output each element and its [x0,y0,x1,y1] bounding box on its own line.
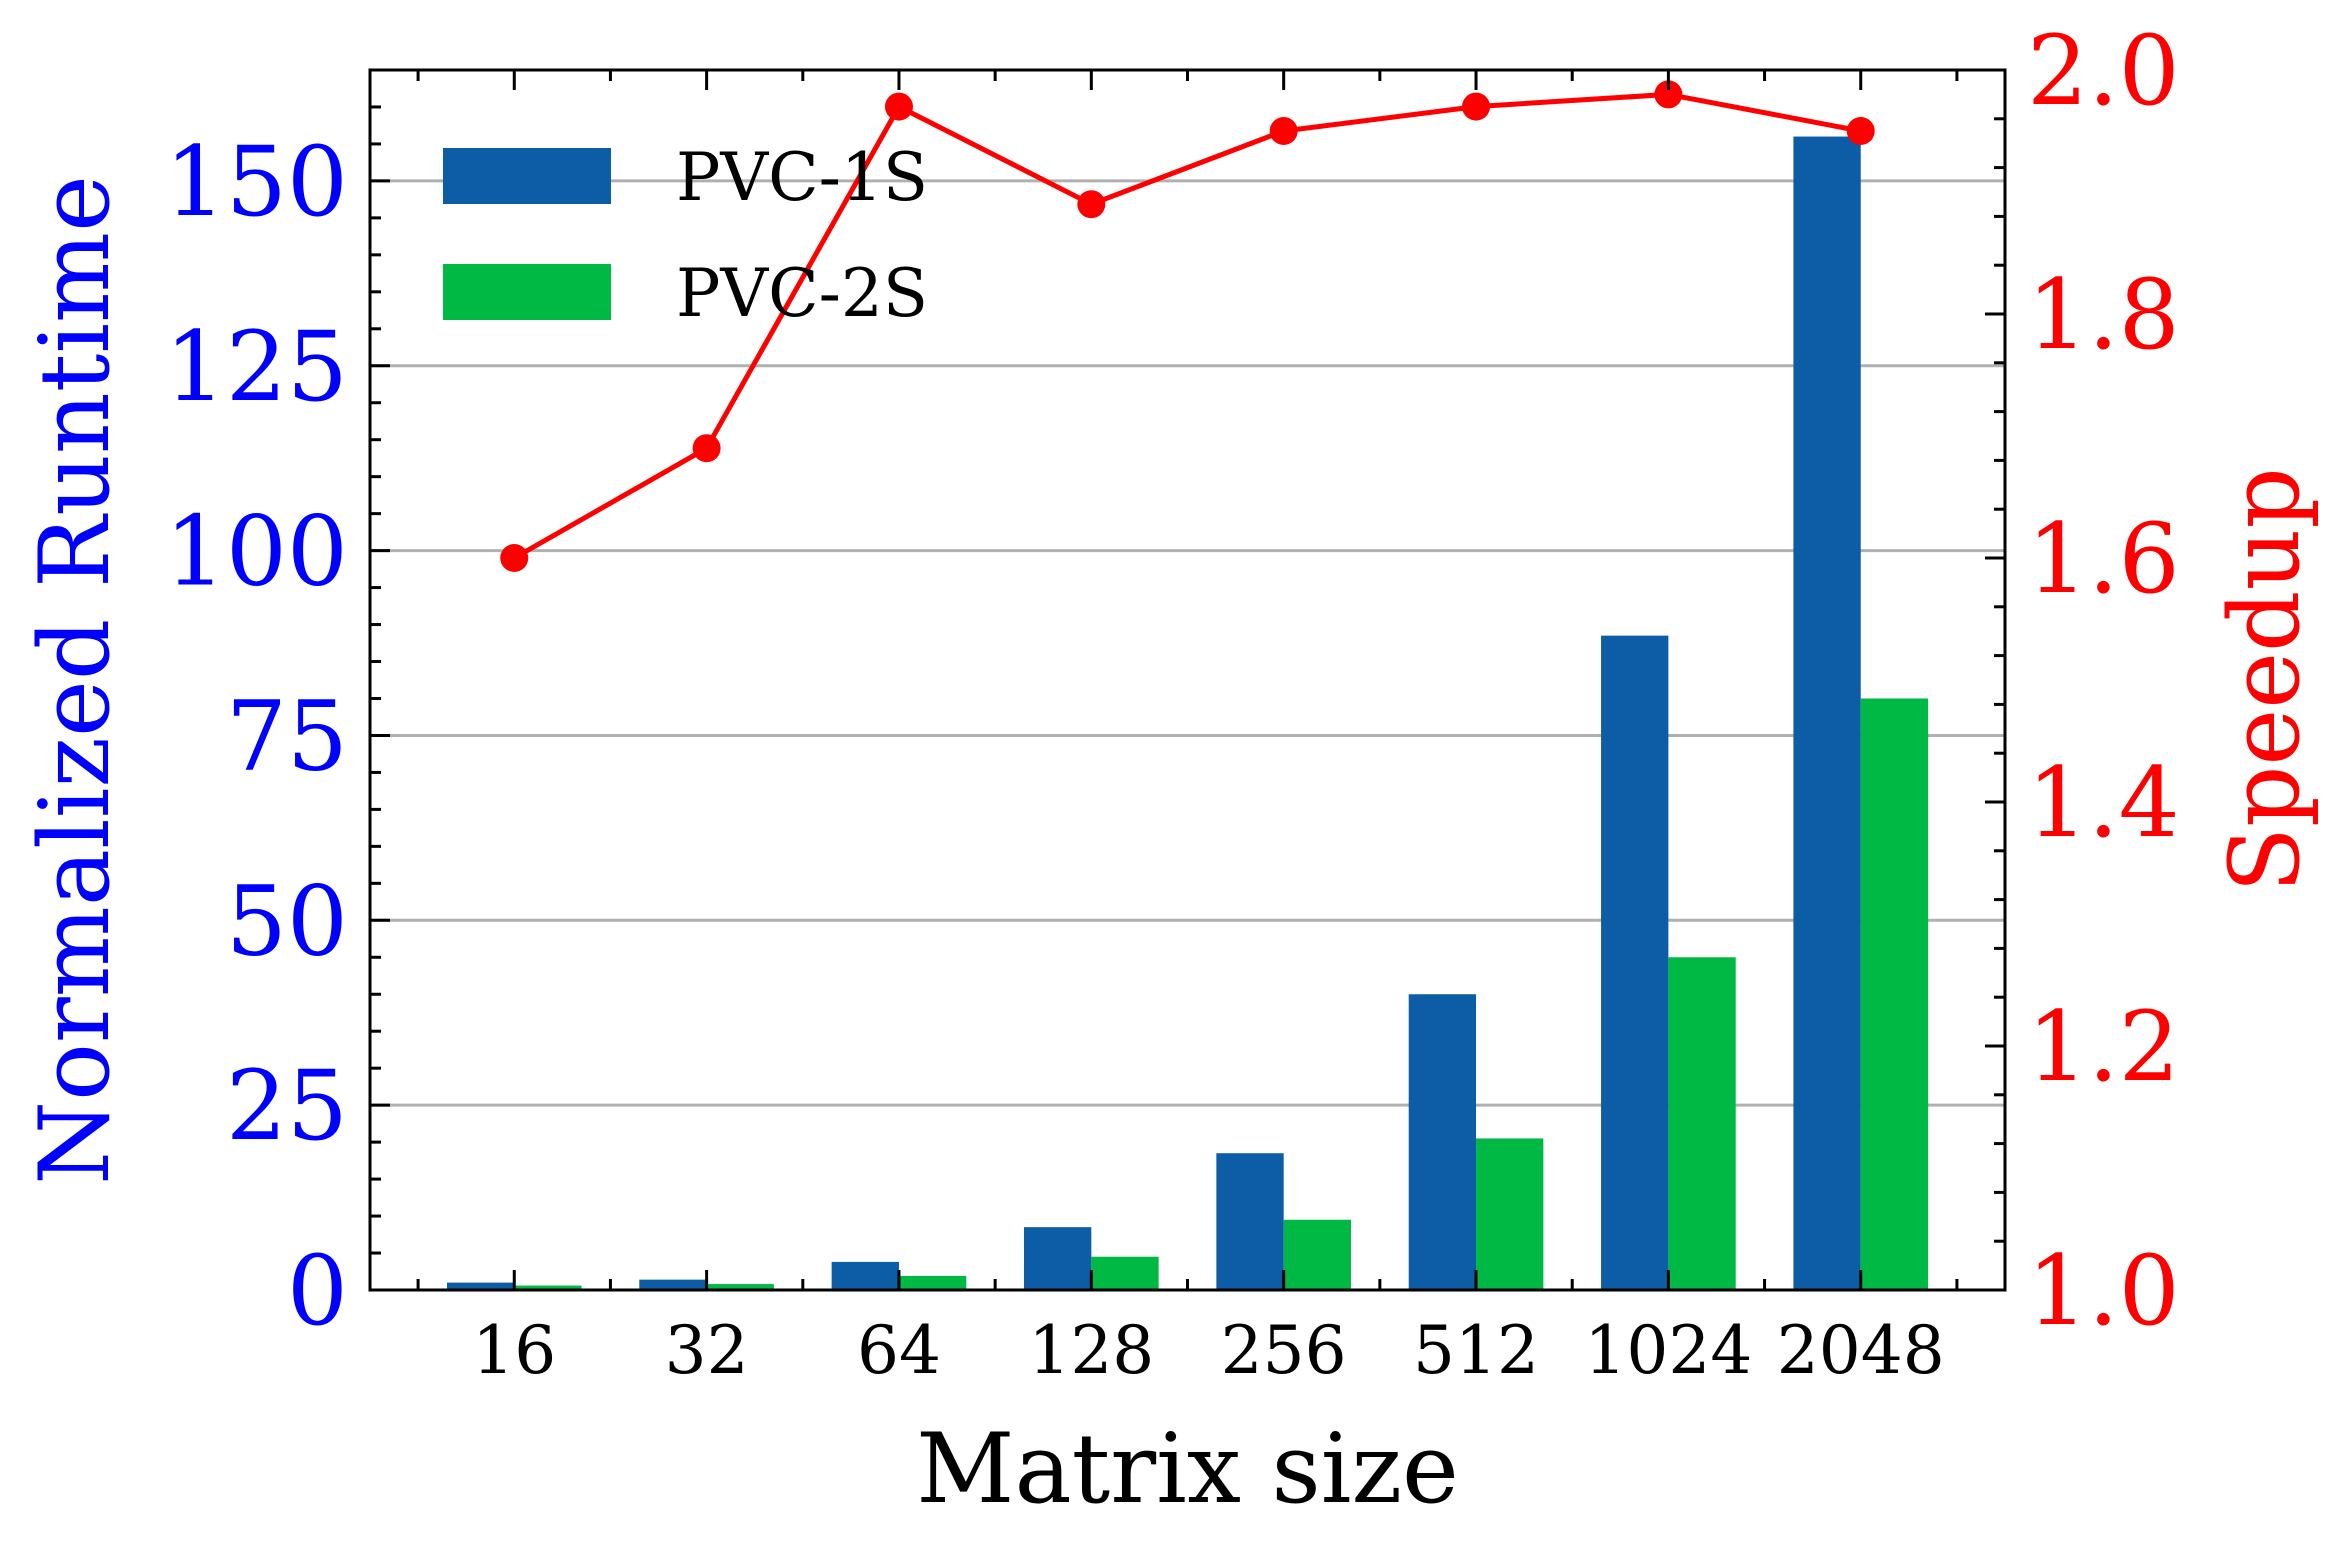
bar-pvc-2s-1024 [1668,957,1736,1290]
bar-pvc-2s-128 [1091,1256,1159,1290]
speedup-point-16 [500,544,529,572]
right-tick-label: 1.2 [2027,991,2180,1103]
left-tick-label: 50 [226,865,348,977]
bar-pvc-1s-256 [1216,1153,1284,1290]
bar-pvc-1s-16 [446,1282,515,1290]
y-axis-right-title: Speedup [2209,467,2321,893]
speedup-point-64 [884,92,913,121]
bar-pvc-2s-16 [514,1285,582,1290]
x-tick-label: 128 [1028,1312,1154,1389]
x-tick-label: 1024 [1584,1312,1752,1389]
x-tick-label: 2048 [1777,1312,1945,1389]
bar-pvc-2s-64 [898,1275,967,1290]
bar-pvc-1s-64 [831,1261,899,1290]
bar-pvc-2s-32 [706,1284,774,1290]
y-axis-left-title: Normalized Runtime [19,175,131,1185]
left-tick-label: 25 [226,1050,348,1162]
speedup-line [513,91,1862,561]
left-axis-tick-labels: 0 25 50 75 100 125 150 [165,126,348,1347]
right-tick-label: 2.0 [2027,15,2180,127]
bar-pvc-1s-1024 [1601,635,1669,1290]
left-tick-label: 75 [226,680,348,792]
left-tick-label: 0 [287,1235,348,1347]
left-tick-label: 100 [165,496,348,608]
x-tick-label: 256 [1221,1312,1347,1389]
x-tick-label: 16 [472,1312,556,1389]
x-tick-label: 512 [1413,1312,1539,1389]
bar-pvc-1s-32 [639,1279,707,1290]
plot-frame [368,68,2007,1292]
bar-pvc-1s-128 [1024,1227,1092,1290]
speedup-polyline [513,91,1862,561]
right-tick-label: 1.8 [2027,259,2180,371]
legend: PVC-1S PVC-2S [443,139,928,332]
bar-pvc-2s-256 [1283,1219,1351,1290]
x-axis-title: Matrix size [916,1413,1459,1525]
x-axis-tick-labels: 16 32 64 128 256 512 1024 2048 [472,1312,1944,1389]
left-tick-label: 125 [165,311,348,423]
speedup-point-2048 [1846,117,1875,145]
right-axis-tick-labels: 1.0 1.2 1.4 1.6 1.8 2.0 [2027,15,2180,1347]
bar-pvc-1s-512 [1408,994,1477,1290]
legend-swatch-pvc-1s [443,148,611,204]
speedup-points [500,80,1875,572]
bars [446,136,1929,1291]
tick-marks [370,68,2005,1292]
legend-label: PVC-2S [676,255,928,332]
bar-pvc-2s-512 [1476,1138,1544,1290]
speedup-point-1024 [1654,80,1683,109]
bar-pvc-1s-2048 [1793,136,1861,1291]
speedup-point-128 [1077,190,1106,219]
right-tick-label: 1.6 [2027,503,2180,615]
left-tick-label: 150 [165,126,348,238]
speedup-point-32 [692,434,721,463]
speedup-point-256 [1269,117,1298,145]
legend-label: PVC-1S [676,139,928,216]
x-tick-label: 32 [665,1312,749,1389]
legend-swatch-pvc-2s [443,264,611,320]
speedup-point-512 [1462,92,1491,121]
right-tick-label: 1.0 [2027,1235,2180,1347]
right-tick-label: 1.4 [2027,747,2180,859]
bar-pvc-2s-2048 [1860,698,1929,1290]
grid-lines [370,179,2005,1107]
x-tick-label: 64 [857,1312,941,1389]
